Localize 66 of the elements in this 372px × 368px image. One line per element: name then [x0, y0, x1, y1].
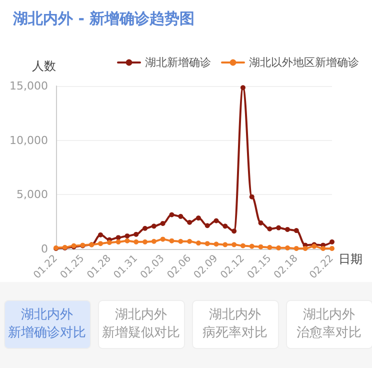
point	[187, 238, 192, 244]
point	[214, 218, 219, 224]
point	[124, 238, 130, 244]
point	[249, 194, 254, 200]
chart-title: 湖北内外 - 新增确诊趋势图	[12, 10, 195, 28]
point	[320, 246, 326, 251]
point	[276, 225, 282, 230]
point	[240, 243, 246, 248]
point	[302, 246, 308, 251]
legend-label: 湖北以外地区新增确诊	[249, 56, 359, 69]
point	[169, 212, 174, 218]
point	[178, 238, 184, 244]
point	[187, 220, 192, 225]
point	[134, 232, 139, 237]
y-tick-label: 15,000	[10, 80, 48, 92]
point	[232, 228, 237, 234]
point	[204, 223, 210, 228]
point	[232, 242, 237, 248]
point	[330, 239, 334, 244]
point	[124, 233, 130, 238]
point	[267, 244, 272, 250]
text: 治愈率对比	[296, 324, 362, 340]
text: 湖北内外	[115, 308, 167, 322]
point	[267, 226, 272, 232]
point	[134, 239, 139, 244]
legend-label: 湖北新增确诊	[145, 56, 211, 69]
point	[178, 214, 184, 219]
point	[294, 246, 299, 251]
point	[222, 224, 228, 229]
point	[169, 238, 174, 244]
point	[284, 245, 290, 250]
text: 湖北内外	[21, 308, 73, 322]
text: 湖北内外	[303, 308, 355, 322]
point	[222, 242, 228, 248]
point	[151, 238, 156, 244]
point	[106, 240, 112, 245]
point	[258, 244, 264, 250]
point	[330, 246, 334, 251]
point	[284, 226, 290, 232]
point	[160, 236, 166, 242]
point	[196, 216, 201, 221]
x-axis-title: 日期	[338, 252, 363, 266]
point	[204, 241, 210, 246]
text: 湖北内外	[209, 308, 261, 322]
point	[276, 245, 282, 250]
point	[294, 228, 299, 234]
point	[98, 241, 104, 246]
point	[196, 240, 201, 246]
y-tick-label: 0	[41, 242, 48, 256]
point	[98, 232, 104, 238]
point	[142, 226, 148, 231]
text: 病死率对比	[202, 324, 268, 340]
point	[116, 235, 121, 240]
y-axis-title: 人数	[32, 59, 56, 73]
text: 新增确诊对比	[8, 326, 86, 340]
text: 新增疑似对比	[102, 326, 180, 340]
point	[142, 239, 148, 244]
y-tick-label: 5,000	[16, 188, 48, 202]
point	[116, 239, 121, 244]
point	[151, 224, 156, 229]
point	[214, 242, 219, 247]
y-tick-label: 10,000	[10, 134, 48, 147]
point	[258, 220, 264, 226]
point	[240, 85, 246, 90]
point	[249, 244, 254, 249]
point	[160, 220, 166, 226]
